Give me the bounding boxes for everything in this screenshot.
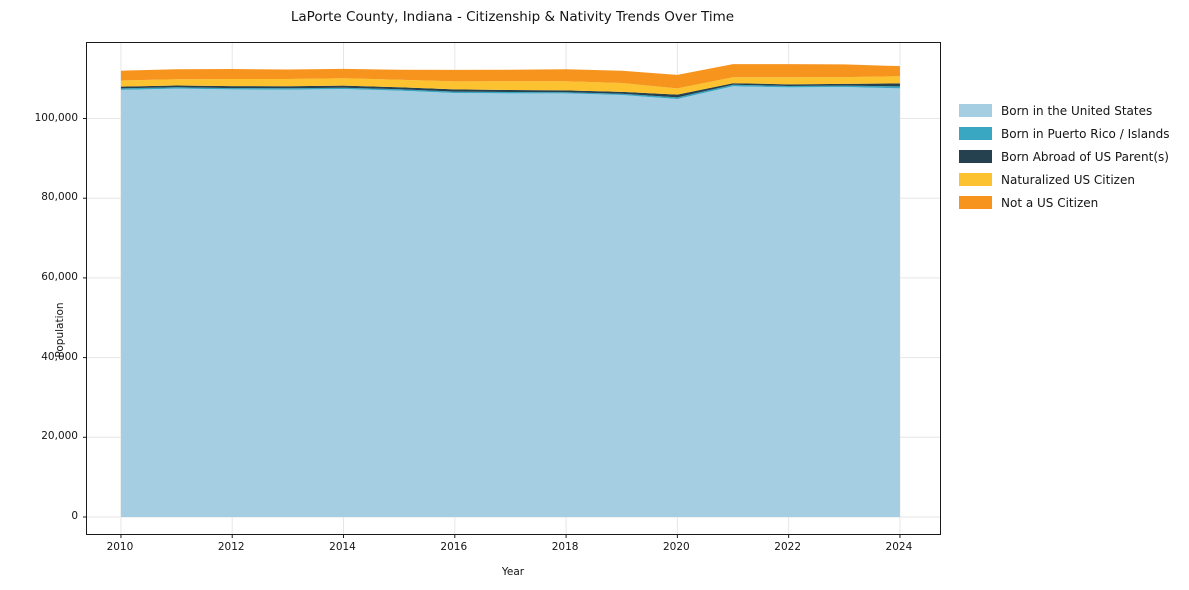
x-tick-label: 2022: [774, 541, 802, 553]
y-tick-label: 0: [71, 509, 78, 522]
area-series: [120, 76, 900, 95]
stacked-area-plot: [83, 43, 940, 538]
legend-swatch-icon: [959, 196, 992, 209]
area-series: [120, 86, 900, 517]
y-axis-label: Population: [54, 302, 66, 358]
x-tick-label: 2014: [329, 541, 356, 553]
area-series: [120, 64, 900, 89]
chart-title: LaPorte County, Indiana - Citizenship & …: [290, 9, 735, 25]
legend-entry-label: Born Abroad of US Parent(s): [1001, 149, 1169, 164]
area-series: [120, 83, 900, 98]
area-series: [120, 84, 900, 99]
x-tick-label: 2020: [662, 541, 690, 553]
legend-swatch-icon: [959, 127, 992, 140]
legend-entry: Born Abroad of US Parent(s): [959, 149, 1170, 164]
x-axis-label: Year: [501, 566, 525, 578]
y-tick-label: 20,000: [41, 430, 78, 443]
y-tick-label: 40,000: [41, 350, 78, 363]
legend: Born in the United States Born in Puerto …: [959, 104, 1170, 219]
legend-swatch-icon: [959, 173, 992, 186]
x-tick-label: 2018: [551, 541, 579, 553]
legend-swatch-icon: [959, 104, 992, 117]
legend-swatch-icon: [959, 150, 992, 163]
x-tick-label: 2010: [106, 541, 134, 553]
legend-entry-label: Born in the United States: [1001, 103, 1153, 118]
y-tick-label: 60,000: [41, 270, 78, 283]
legend-entry-label: Born in Puerto Rico / Islands: [1001, 126, 1170, 141]
legend-entry: Born in the United States: [959, 103, 1170, 118]
legend-entry: Not a US Citizen: [959, 195, 1170, 210]
y-tick-label: 80,000: [41, 191, 78, 204]
plot-area: Population: [54, 42, 941, 538]
legend-entry: Born in Puerto Rico / Islands: [959, 126, 1170, 141]
x-tick-label: 2012: [217, 541, 245, 553]
x-tick-label: 2024: [885, 541, 913, 553]
y-tick-label: 100,000: [34, 111, 78, 124]
legend-entry: Naturalized US Citizen: [959, 172, 1170, 187]
legend-entry-label: Naturalized US Citizen: [1001, 172, 1135, 187]
legend-entry-label: Not a US Citizen: [1001, 195, 1099, 210]
x-tick-label: 2016: [440, 541, 468, 553]
